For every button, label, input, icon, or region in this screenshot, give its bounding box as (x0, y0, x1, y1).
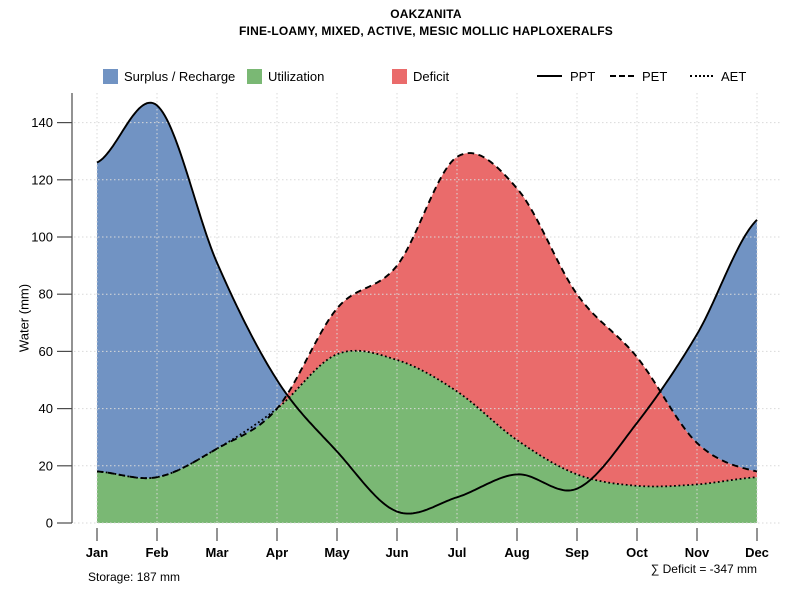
title-block: OAKZANITA FINE-LOAMY, MIXED, ACTIVE, MES… (72, 7, 780, 38)
deficit-sum-annotation: ∑ Deficit = -347 mm (650, 562, 757, 576)
ppt-line-sample (537, 75, 562, 77)
deficit-swatch (392, 68, 407, 84)
svg-text:140: 140 (31, 115, 53, 130)
y-tick-labels: 0 20 40 60 80 100 120 140 (31, 115, 53, 530)
legend-item-utilization: Utilization (247, 68, 324, 84)
gridlines (74, 93, 780, 524)
svg-text:Apr: Apr (266, 545, 288, 560)
legend-item-surplus: Surplus / Recharge (103, 68, 235, 84)
area-surplus-segment (97, 102, 287, 479)
surplus-label: Surplus / Recharge (124, 68, 236, 84)
svg-text:Jun: Jun (385, 545, 408, 560)
legend-item-deficit: Deficit (392, 68, 449, 84)
svg-text:Sep: Sep (565, 545, 589, 560)
svg-text:Dec: Dec (745, 545, 769, 560)
pet-label: PET (642, 68, 668, 84)
area-surplus-segment (660, 219, 757, 472)
svg-text:Mar: Mar (205, 545, 228, 560)
svg-text:Oct: Oct (626, 545, 648, 560)
aet-line-sample (690, 75, 713, 77)
utilization-swatch (247, 68, 262, 84)
chart-title: OAKZANITA (390, 7, 462, 21)
storage-annotation: Storage: 187 mm (88, 570, 181, 584)
surplus-swatch (103, 68, 118, 84)
utilization-label: Utilization (268, 68, 325, 84)
pet-curve (96, 152, 758, 480)
legend-item-pet: PET (610, 68, 667, 84)
svg-text:Jan: Jan (86, 545, 108, 560)
area-deficit (97, 153, 757, 487)
svg-text:Jul: Jul (448, 545, 467, 560)
area-surplus (97, 102, 757, 479)
ppt-curve (96, 101, 758, 515)
ppt-label: PPT (570, 68, 596, 84)
legend-item-aet: AET (690, 68, 746, 84)
svg-text:May: May (324, 545, 350, 560)
svg-text:60: 60 (39, 344, 53, 359)
x-axis-ticks (96, 528, 758, 541)
legend-item-ppt: PPT (537, 68, 595, 84)
svg-text:0: 0 (46, 516, 53, 531)
svg-text:80: 80 (39, 287, 53, 302)
svg-text:40: 40 (39, 401, 53, 416)
svg-text:100: 100 (31, 230, 53, 245)
aet-label: AET (721, 68, 747, 84)
pet-line-sample (610, 75, 634, 77)
chart-subtitle: FINE-LOAMY, MIXED, ACTIVE, MESIC MOLLIC … (239, 24, 613, 38)
x-tick-labels: Jan Feb Mar Apr May Jun Jul Aug Sep Oct Nov Dec (86, 545, 769, 560)
y-axis (57, 93, 73, 524)
deficit-label: Deficit (413, 68, 450, 84)
svg-text:20: 20 (39, 458, 53, 473)
svg-text:Feb: Feb (145, 545, 168, 560)
svg-text:120: 120 (31, 172, 53, 187)
svg-text:Aug: Aug (504, 545, 529, 560)
svg-text:Nov: Nov (685, 545, 710, 560)
